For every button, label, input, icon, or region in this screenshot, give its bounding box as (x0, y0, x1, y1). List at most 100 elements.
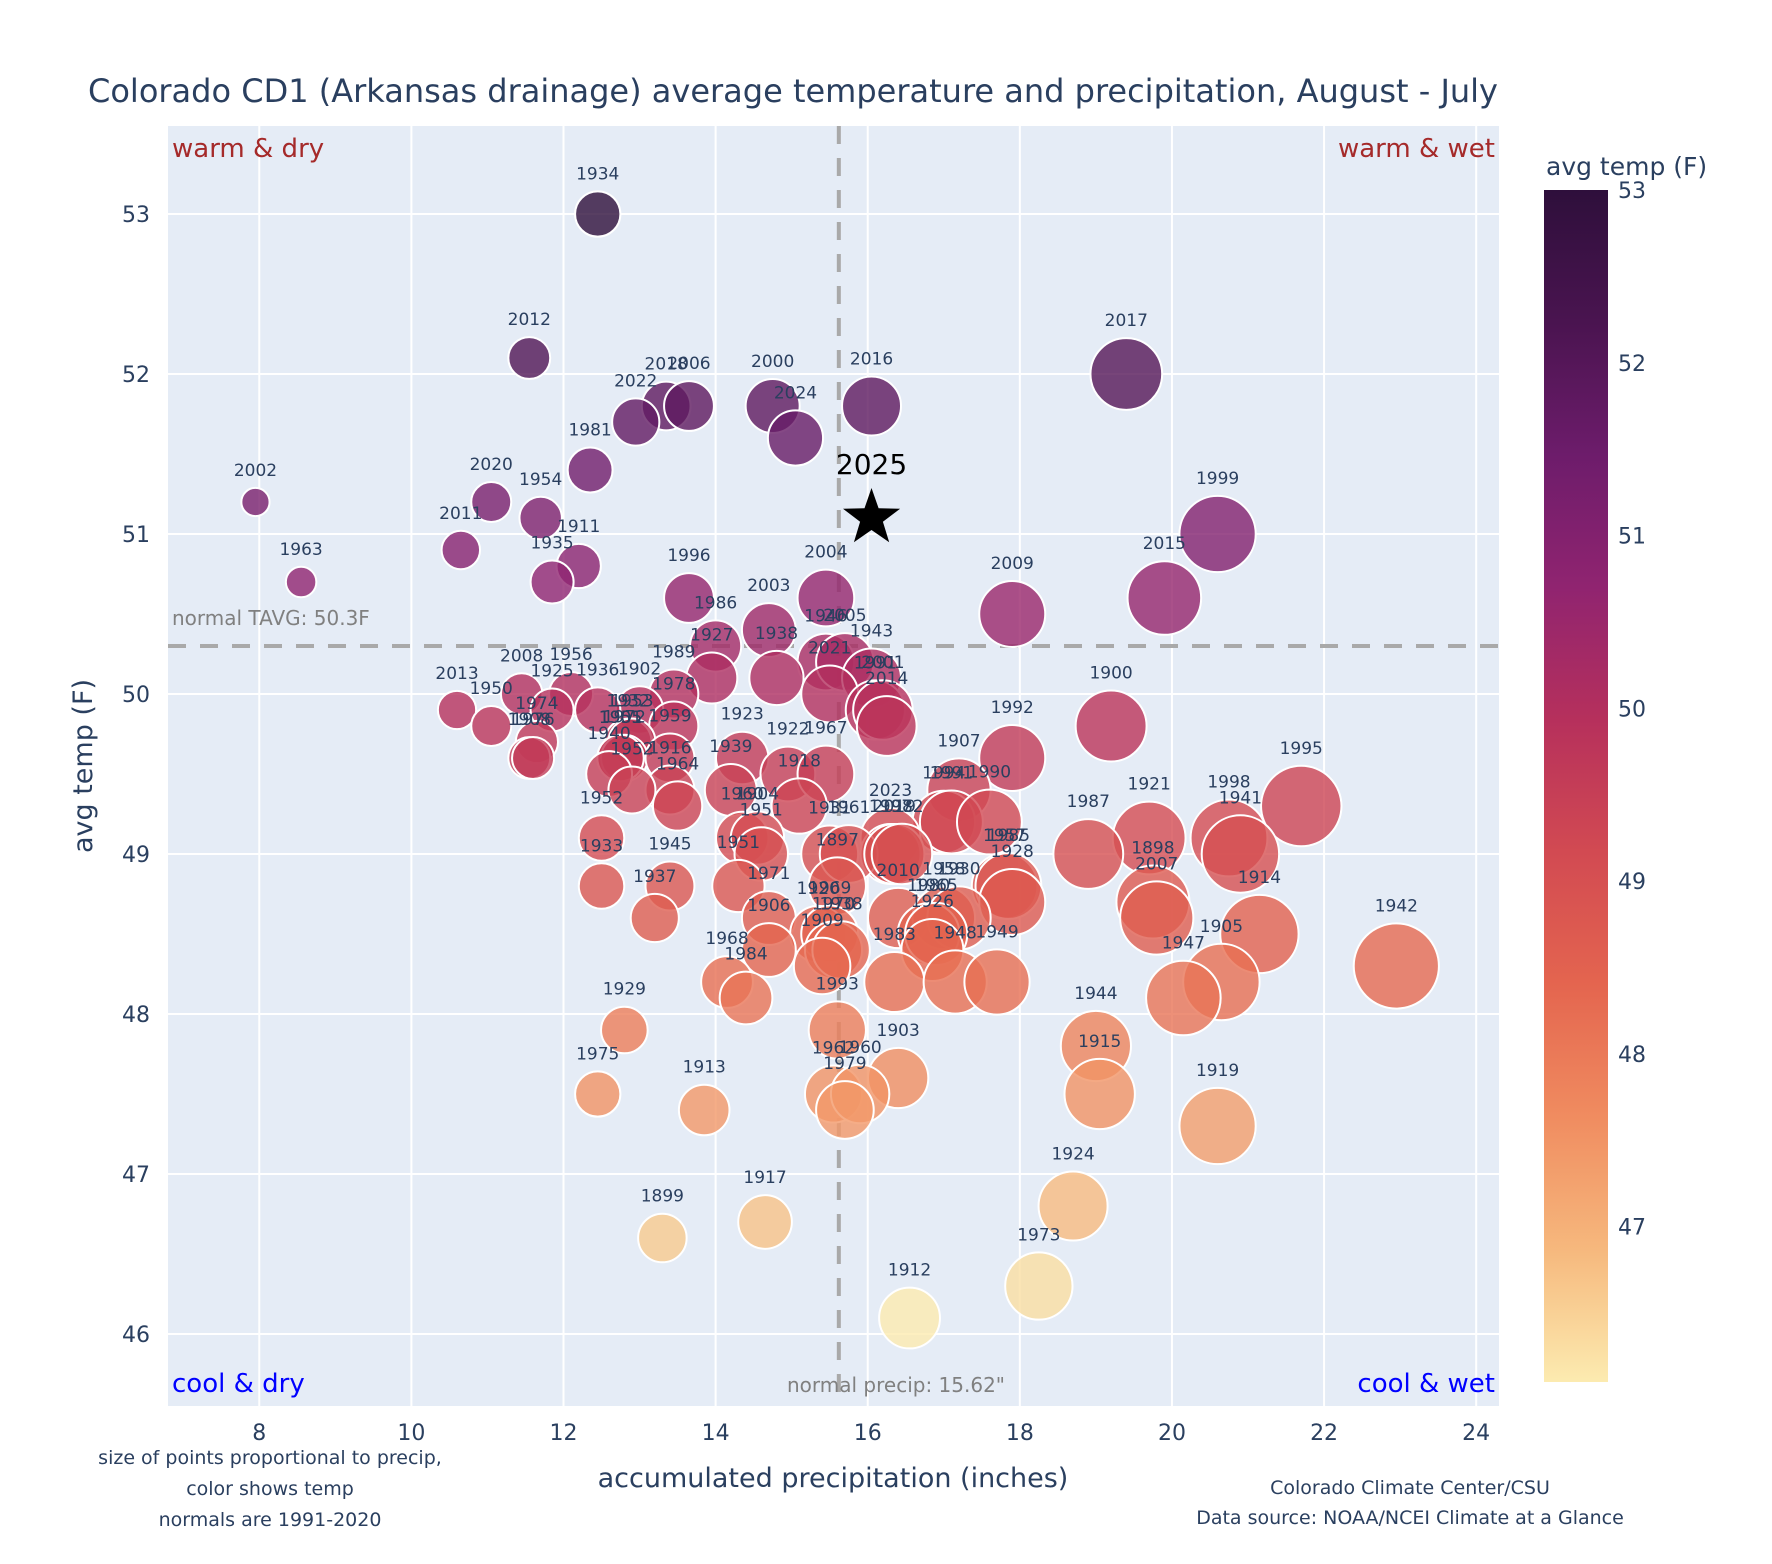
point-label: 2002 (234, 461, 277, 481)
point-label: 1992 (991, 698, 1034, 718)
point-label: 1964 (656, 754, 699, 774)
point-label: 1947 (1162, 934, 1205, 954)
point-label: 1971 (747, 864, 790, 884)
data-point-1929 (600, 1005, 649, 1055)
data-point-1900 (1074, 689, 1148, 763)
data-point-1950 (470, 705, 513, 747)
data-point-2024 (766, 409, 825, 467)
point-label: 1942 (1375, 896, 1418, 916)
data-point-2014 (855, 695, 918, 757)
point-label: 1905 (1200, 917, 1243, 937)
y-tick-label: 53 (122, 203, 150, 228)
data-point-1941 (1200, 814, 1281, 894)
point-label: 2019 (873, 797, 916, 817)
point-label: 1950 (470, 679, 513, 699)
data-point-2006 (663, 380, 715, 432)
colorbar-tick-label: 53 (1618, 179, 1646, 204)
data-point-1912 (878, 1286, 941, 1350)
point-label: 1924 (1051, 1144, 1094, 1164)
point-label: 1936 (576, 660, 619, 680)
point-label: 2007 (1135, 854, 1178, 874)
point-label: 2006 (667, 354, 710, 374)
footnote-size: size of points proportional to precip, (98, 1447, 442, 1469)
point-label: 1978 (652, 674, 695, 694)
point-label: 2001 (861, 653, 904, 673)
data-point-1981 (566, 446, 614, 494)
point-label: 1960 (838, 1038, 881, 1058)
point-label: 1976 (511, 710, 554, 730)
point-label: 1911 (557, 517, 600, 537)
data-point-1906 (740, 922, 797, 978)
point-label: 1951 (740, 800, 783, 820)
point-label: 1967 (804, 719, 847, 739)
data-point-1995 (1260, 764, 1343, 848)
point-label: 1927 (690, 626, 733, 646)
colorbar-tick-label: 47 (1618, 1216, 1646, 1241)
point-label: 1912 (888, 1261, 931, 1281)
data-point-1952b (577, 814, 626, 862)
point-label: 1973 (1017, 1225, 1060, 1245)
credit-source: Data source: NOAA/NCEI Climate at a Glan… (1196, 1507, 1624, 1529)
point-label: 1963 (279, 540, 322, 560)
point-label: 1987 (1067, 792, 1110, 812)
highlight-2025: 2025 (836, 448, 907, 543)
data-point-1918 (770, 777, 828, 835)
data-point-1982 (870, 822, 934, 886)
point-label: 1990 (968, 763, 1011, 783)
point-label: 1999 (1196, 469, 1239, 489)
data-point-1937 (629, 892, 680, 944)
point-label: 1996 (667, 546, 710, 566)
y-tick-label: 46 (122, 1323, 150, 1348)
point-label: 1909 (800, 911, 843, 931)
data-point-1913 (677, 1083, 731, 1137)
colorbar-tick-label: 50 (1618, 697, 1646, 722)
point-label: 1935 (530, 533, 573, 553)
point-label: 1908 (508, 710, 551, 730)
y-tick-label: 48 (122, 1003, 150, 1028)
x-tick-label: 16 (854, 1421, 882, 1446)
point-label: 1921 (1128, 775, 1171, 795)
point-label: 2010 (877, 861, 920, 881)
point-label: 1994 (922, 764, 965, 784)
point-label: 2012 (508, 310, 551, 330)
data-point-1987 (1052, 818, 1125, 890)
point-label: 1899 (641, 1187, 684, 1207)
data-point-2013 (436, 689, 478, 731)
point-label: 2024 (774, 383, 817, 403)
point-label: 1955 (599, 708, 642, 728)
point-label: 1897 (816, 830, 859, 850)
point-label: 1917 (743, 1168, 786, 1188)
point-label: 1925 (530, 661, 573, 681)
point-label: 1946 (804, 607, 847, 627)
colorbar-ticks: 47 48 49 50 51 52 53 (1618, 179, 1646, 1241)
x-tick-label: 12 (549, 1421, 577, 1446)
point-label: 1968 (705, 929, 748, 949)
point-label: 1932 (607, 692, 650, 712)
point-label: 1998 (1207, 773, 1250, 793)
colorbar-tick-label: 48 (1618, 1043, 1646, 1068)
x-tick-label: 14 (702, 1421, 730, 1446)
point-label: 1961 (827, 798, 870, 818)
data-point-1938 (748, 649, 805, 707)
point-label: 1981 (568, 421, 611, 441)
colorbar-title: avg temp (F) (1546, 152, 1707, 181)
point-label: 1995 (1280, 739, 1323, 759)
point-label: 1944 (1074, 984, 1117, 1004)
point-label: 1913 (683, 1058, 726, 1078)
point-label: 1948 (934, 923, 977, 943)
point-label: 1991 (930, 764, 973, 784)
point-label: 1940 (587, 724, 630, 744)
data-point-2022 (611, 397, 661, 447)
point-label: 1903 (877, 1021, 920, 1041)
y-tick-label: 52 (122, 363, 150, 388)
point-label: 1956 (549, 645, 592, 665)
data-point-1984 (718, 970, 774, 1026)
credit-center: Colorado Climate Center/CSU (1270, 1477, 1550, 1499)
footnote-normals: normals are 1991-2020 (159, 1509, 382, 1531)
point-label: 1984 (724, 945, 767, 965)
data-point-2009 (978, 580, 1047, 648)
y-tick-label: 47 (122, 1163, 150, 1188)
point-label: 1972 (603, 708, 646, 728)
x-axis-title: accumulated precipitation (inches) (598, 1463, 1069, 1494)
point-label: 1926 (911, 892, 954, 912)
